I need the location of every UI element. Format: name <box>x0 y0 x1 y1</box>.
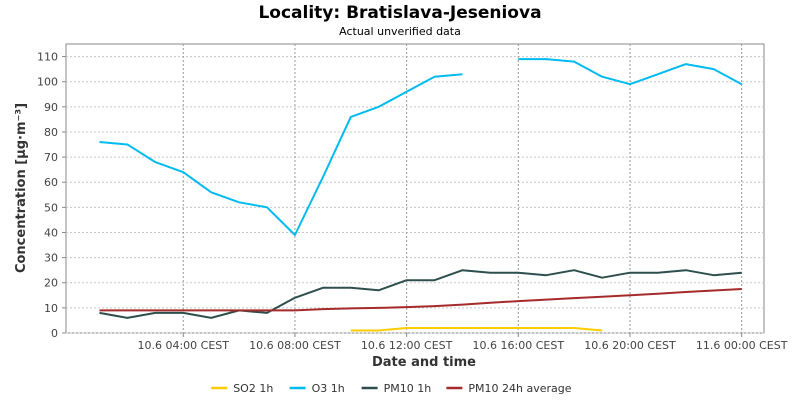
legend-label: PM10 1h <box>384 382 432 395</box>
x-tick-label: 10.6 20:00 CEST <box>584 339 676 352</box>
legend-label: SO2 1h <box>233 382 273 395</box>
series-layer <box>99 58 743 332</box>
x-tick-label: 10.6 12:00 CEST <box>361 339 453 352</box>
plot-area <box>65 43 765 334</box>
series-line-o3-1h <box>99 73 463 236</box>
axis-layer: 0 10 20 30 40 50 60 70 80 90 100 110 10.6 04:00 CEST… <box>37 51 788 352</box>
chart-title: Locality: Bratislava-Jeseniova <box>258 3 541 23</box>
legend-label: PM10 24h average <box>468 382 571 395</box>
y-tick-label: 50 <box>44 201 58 214</box>
y-tick-label: 90 <box>44 101 58 114</box>
grid-layer <box>66 44 764 334</box>
x-tick-label: 10.6 16:00 CEST <box>473 339 565 352</box>
y-tick-label: 20 <box>44 277 58 290</box>
y-tick-label: 0 <box>51 327 58 340</box>
series-line-pm10-1h <box>99 269 742 319</box>
legend: SO2 1h O3 1h PM10 1h PM10 24h average <box>211 382 572 395</box>
y-axis-label: Concentration [µg·m⁻³] <box>14 103 29 273</box>
x-axis-label: Date and time <box>372 355 476 370</box>
y-tick-label: 70 <box>44 151 58 164</box>
y-tick-label: 60 <box>44 176 58 189</box>
x-tick-label: 10.6 04:00 CEST <box>137 339 229 352</box>
y-tick-label: 30 <box>44 252 58 265</box>
series-line-so2-1h <box>350 327 603 332</box>
chart-subtitle: Actual unverified data <box>339 25 461 38</box>
y-tick-label: 40 <box>44 226 58 239</box>
y-tick-label: 110 <box>37 51 58 64</box>
y-tick-label: 10 <box>44 302 58 315</box>
series-line-o3-1h <box>518 58 743 86</box>
x-tick-label: 11.6 00:00 CEST <box>696 339 788 352</box>
y-tick-label: 100 <box>37 76 58 89</box>
legend-label: O3 1h <box>312 382 345 395</box>
series-line-pm10-24h-average <box>99 288 742 312</box>
y-tick-label: 80 <box>44 126 58 139</box>
x-tick-label: 10.6 08:00 CEST <box>249 339 341 352</box>
